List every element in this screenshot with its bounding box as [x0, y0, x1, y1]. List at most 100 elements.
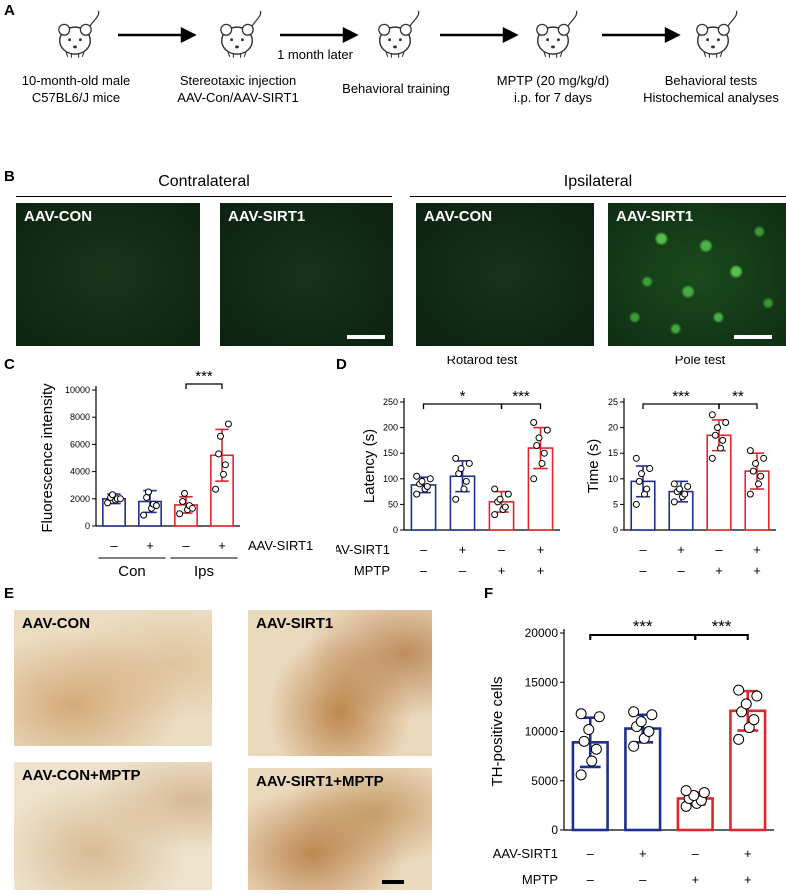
histo-image-con: AAV-CON	[14, 610, 212, 746]
data-point	[578, 735, 590, 747]
data-point	[188, 504, 196, 512]
significance-label: ***	[195, 368, 213, 385]
data-point	[181, 489, 188, 497]
condition-sign: –	[639, 872, 647, 887]
condition-sign: +	[744, 872, 752, 887]
data-point	[628, 740, 640, 752]
data-point	[676, 485, 683, 493]
data-point	[632, 454, 640, 462]
mouse-icon-3	[378, 10, 420, 59]
data-point	[220, 470, 227, 478]
condition-sign: –	[587, 872, 595, 887]
timeline-step-5: Behavioral tests Histochemical analyses	[643, 73, 779, 105]
data-point	[740, 698, 752, 710]
data-point	[530, 418, 538, 426]
condition-sign: +	[753, 542, 761, 557]
condition-sign: –	[639, 542, 647, 557]
y-tick-label: 0	[85, 521, 90, 531]
data-point	[632, 500, 640, 508]
data-point	[462, 477, 470, 485]
y-tick-label: 100	[383, 474, 398, 484]
y-axis-label: Fluorescence intensity	[39, 383, 56, 533]
significance-label: *	[460, 388, 466, 405]
timeline-step-3: Behavioral training	[342, 81, 450, 96]
mouse-icon-4	[536, 10, 578, 59]
y-tick-label: 10000	[525, 725, 559, 739]
condition-sign: –	[677, 563, 685, 578]
ipsilateral-header: Ipsilateral	[563, 173, 633, 190]
scale-bar	[347, 335, 385, 339]
significance-label: ***	[633, 617, 653, 636]
data-point	[530, 475, 538, 483]
condition-label: AAV-SIRT1	[336, 542, 390, 557]
data-point	[140, 511, 148, 519]
data-point	[698, 787, 710, 799]
image-label: AAV-SIRT1	[616, 208, 694, 225]
data-point	[733, 684, 745, 696]
panel-label-d: D	[336, 356, 347, 373]
significance-bracket	[500, 403, 542, 409]
panel-label-e: E	[4, 585, 15, 602]
data-point	[540, 449, 548, 457]
image-label: AAV-CON	[22, 615, 91, 632]
data-point	[684, 482, 692, 490]
data-point	[413, 472, 421, 480]
fluor-image-ipsi-con: AAV-CON	[416, 203, 594, 346]
data-point	[215, 450, 223, 458]
data-point	[590, 743, 602, 755]
data-point	[104, 499, 112, 507]
data-point	[145, 488, 152, 496]
condition-sign: +	[744, 846, 752, 861]
data-point	[501, 503, 509, 511]
histo-image-con-mptp: AAV-CON+MPTP	[14, 762, 212, 890]
condition-sign: +	[753, 563, 761, 578]
y-axis-label: TH-positive cells	[489, 676, 506, 786]
data-point	[533, 442, 541, 450]
y-tick-label: 200	[383, 423, 398, 433]
data-point	[575, 769, 587, 781]
data-point	[491, 511, 499, 519]
significance-bracket	[185, 383, 223, 389]
scale-bar	[734, 335, 772, 339]
histo-image-sirt1-mptp: AAV-SIRT1+MPTP	[248, 768, 432, 890]
y-tick-label: 5	[613, 499, 618, 509]
y-tick-label: 0	[393, 525, 398, 535]
data-point	[538, 459, 546, 467]
timeline-step-2: Stereotaxic injection AAV-Con/AAV-SIRT1	[177, 73, 299, 105]
data-point	[711, 431, 719, 439]
data-point	[708, 411, 716, 419]
mouse-icon-2	[220, 10, 262, 59]
y-tick-label: 250	[383, 397, 398, 407]
data-point	[748, 714, 760, 726]
condition-sign: –	[420, 542, 428, 557]
chart-fluorescence: 0 2000 4000 6000 8000 10000 Fluorescence inten…	[39, 368, 313, 580]
data-point	[646, 465, 654, 473]
y-tick-label: 20	[608, 423, 618, 433]
data-point	[760, 454, 768, 462]
condition-sign: –	[692, 846, 700, 861]
data-point	[733, 733, 745, 745]
data-point	[751, 690, 763, 702]
data-point	[680, 785, 692, 797]
data-point	[457, 465, 465, 473]
data-point	[491, 485, 499, 493]
y-tick-label: 8000	[70, 412, 90, 422]
condition-sign: +	[691, 872, 699, 887]
data-point	[426, 475, 434, 483]
condition-sign: –	[182, 538, 190, 553]
y-tick-label: 15000	[525, 675, 559, 689]
condition-sign: +	[459, 542, 467, 557]
condition-sign: –	[715, 542, 723, 557]
chart-title: Rotarod test	[447, 356, 518, 367]
mouse-icon-1	[58, 10, 100, 59]
data-point	[212, 485, 220, 493]
data-point	[746, 447, 754, 455]
data-point	[643, 726, 655, 737]
chart-title: Pole test	[675, 356, 726, 367]
condition-sign: –	[587, 846, 595, 861]
data-point	[714, 424, 721, 432]
condition-sign: +	[639, 846, 647, 861]
data-point	[643, 485, 651, 493]
timeline-arrow-label: 1 month later	[277, 47, 353, 62]
